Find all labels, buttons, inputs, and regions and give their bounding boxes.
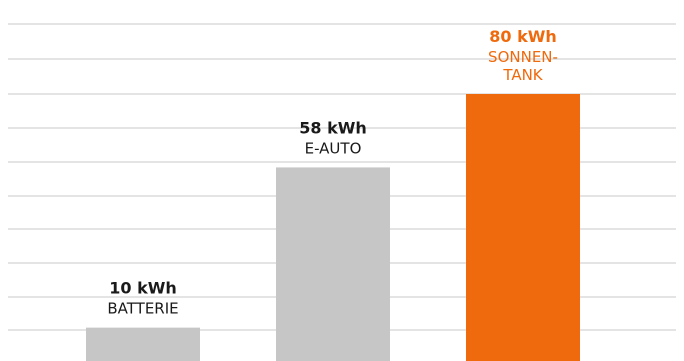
bar-value-label: 58 kWh — [299, 118, 367, 137]
bar-value-label: 10 kWh — [109, 279, 177, 298]
bar-category-label: E-AUTO — [305, 139, 362, 157]
bar-e-auto — [276, 167, 390, 361]
bar-batterie — [86, 327, 200, 361]
bar-value-label: 80 kWh — [489, 27, 557, 46]
bar-sonnen-tank — [466, 94, 580, 361]
bar-labels: 10 kWh BATTERIE 58 kWh E-AUTO 80 kWh SONNEN-T… — [107, 27, 558, 318]
bar-category-label: SONNEN- — [488, 48, 558, 66]
bar-category-label: TANK — [502, 66, 543, 84]
bars — [86, 94, 580, 361]
bar-category-label: BATTERIE — [107, 300, 178, 318]
